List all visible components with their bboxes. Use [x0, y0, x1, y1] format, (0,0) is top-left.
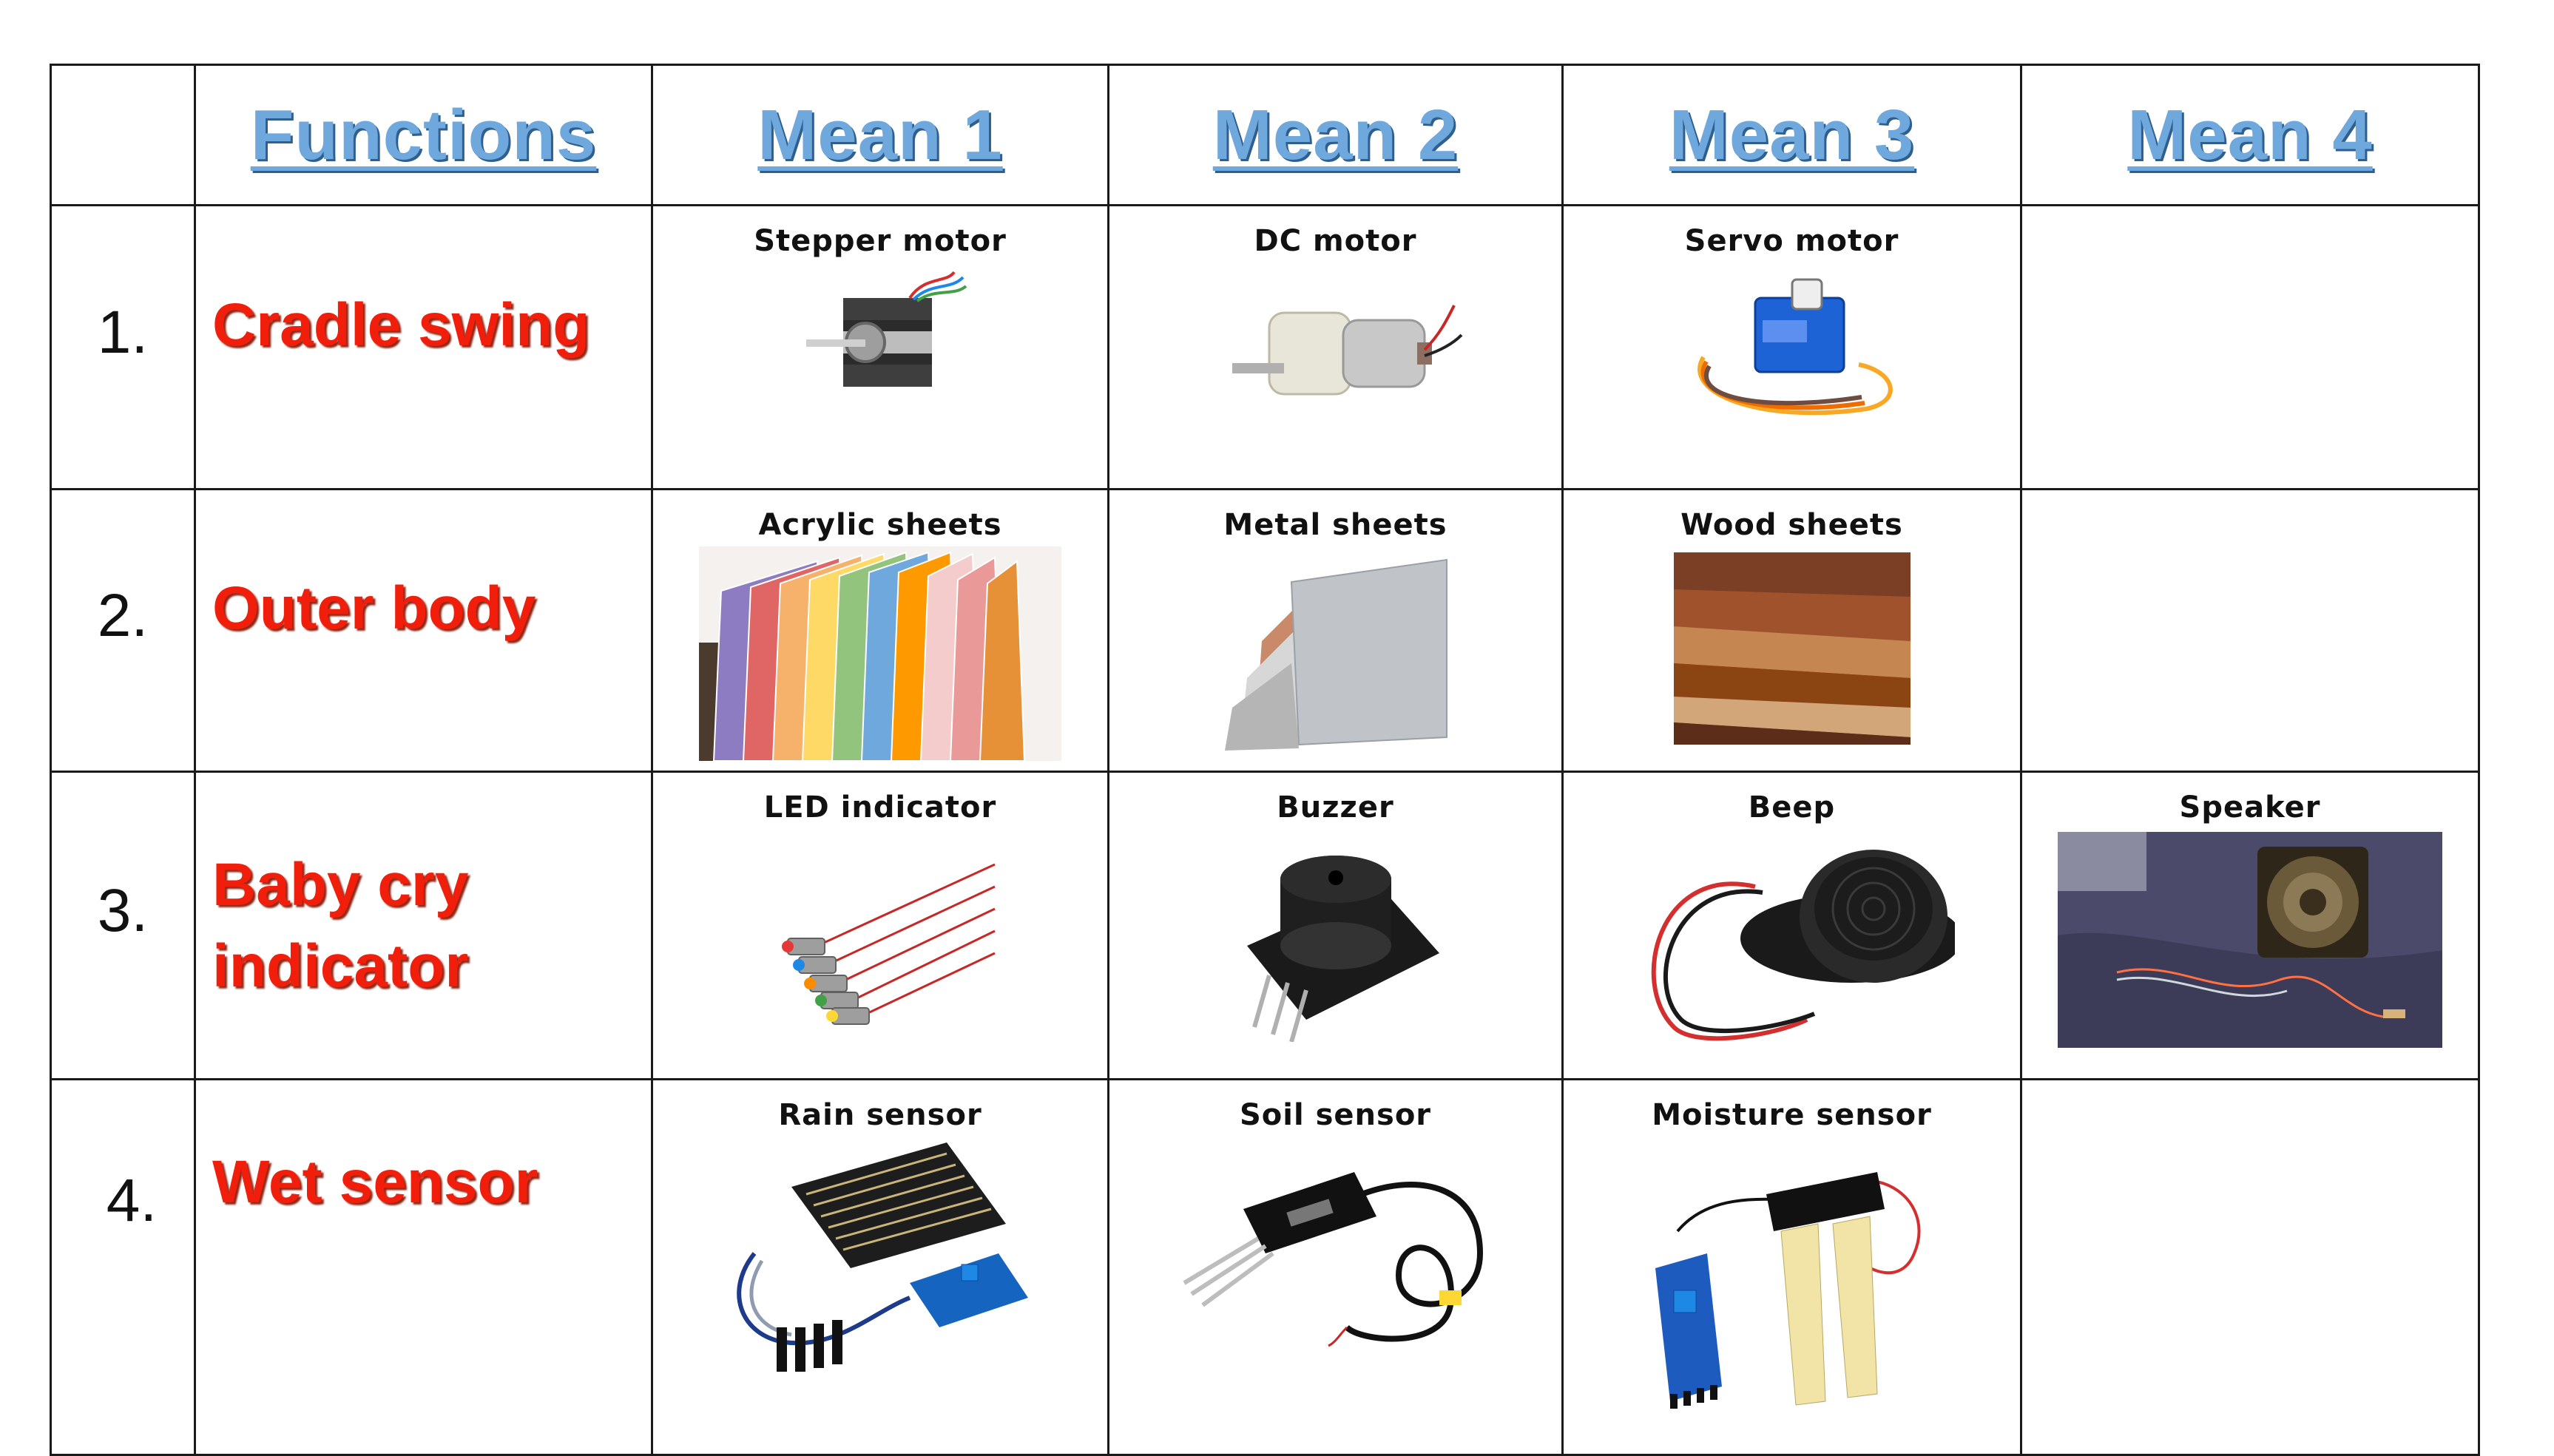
row-2-mean-3: Wood sheets — [1561, 488, 2022, 773]
row-1-mean-1-label: Stepper motor — [754, 224, 1007, 258]
row-3-mean-1: LED indicator — [651, 771, 1109, 1080]
header-mean-1-cell: Mean 1 — [651, 64, 1109, 206]
row-3-function-cell: Baby cry indicator — [194, 771, 653, 1080]
row-3-mean-3-label: Beep — [1748, 790, 1836, 824]
header-corner-cell — [50, 64, 196, 206]
table-row-2: 2. Outer body Acrylic sheets — [50, 488, 2480, 773]
header-mean-3: Mean 3 — [1669, 95, 1915, 175]
row-3-mean-2: Buzzer — [1107, 771, 1564, 1080]
moisture-sensor-photo — [1655, 1172, 1920, 1409]
acrylic-sheets-photo — [699, 546, 1061, 761]
buzzer-photo — [1246, 856, 1439, 1042]
row-4-mean-1-label: Rain sensor — [778, 1098, 982, 1132]
stepper-motor-photo — [806, 271, 967, 387]
row-4-number-cell: 4. — [50, 1078, 196, 1456]
row-3-number: 3. — [97, 876, 149, 944]
header-row: Functions Mean 1 Mean 2 Mean 3 Mean 4 — [50, 64, 2480, 206]
row-4-mean-3-label: Moisture sensor — [1652, 1098, 1932, 1132]
row-1-function-cell: Cradle swing — [194, 204, 653, 490]
row-4-mean-2-label: Soil sensor — [1239, 1098, 1432, 1132]
rain-sensor-photo — [737, 1142, 1028, 1372]
header-functions-cell: Functions — [194, 64, 653, 206]
row-3-number-cell: 3. — [50, 771, 196, 1080]
row-2-function-cell: Outer body — [194, 488, 653, 773]
row-4-mean-1: Rain sensor — [651, 1078, 1109, 1456]
speaker-photo — [2058, 832, 2442, 1048]
row-1-mean-1: Stepper motor — [651, 204, 1109, 490]
row-3-mean-1-label: LED indicator — [763, 790, 997, 824]
wood-sheets-photo — [1673, 552, 1911, 745]
header-mean-2-cell: Mean 2 — [1107, 64, 1564, 206]
row-1-mean-2-label: DC motor — [1254, 224, 1417, 258]
row-2-mean-2-label: Metal sheets — [1223, 508, 1447, 542]
row-1-number: 1. — [97, 298, 149, 366]
led-indicator-photo — [782, 863, 996, 1025]
table-row-4: 4. Wet sensor Rain sensor — [50, 1078, 2480, 1456]
row-4-number: 4. — [106, 1166, 158, 1234]
row-4-function-cell: Wet sensor — [194, 1078, 653, 1456]
row-1-mean-2: DC motor — [1107, 204, 1564, 490]
row-2-function: Outer body — [212, 574, 536, 642]
table-row-1: 1. Cradle swing Stepper motor DC motor — [50, 204, 2480, 490]
beep-photo — [1651, 850, 1955, 1041]
row-1-mean-3-label: Servo motor — [1684, 224, 1899, 258]
row-2-mean-2: Metal sheets — [1107, 488, 1564, 773]
row-4-mean-4 — [2020, 1078, 2480, 1456]
row-3-mean-3: Beep — [1561, 771, 2022, 1080]
row-4-mean-2: Soil sensor — [1107, 1078, 1564, 1456]
servo-motor-photo — [1697, 278, 1893, 416]
row-4-mean-3: Moisture sensor — [1561, 1078, 2022, 1456]
row-3-mean-4: Speaker — [2020, 771, 2480, 1080]
header-mean-1: Mean 1 — [757, 95, 1003, 175]
header-mean-4: Mean 4 — [2127, 95, 2373, 175]
row-1-mean-4 — [2020, 204, 2480, 490]
header-mean-2: Mean 2 — [1212, 95, 1459, 175]
row-3-mean-4-label: Speaker — [2179, 790, 2321, 824]
row-4-function: Wet sensor — [212, 1148, 538, 1216]
table-row-3: 3. Baby cry indicator LED indicator — [50, 771, 2480, 1080]
row-1-mean-3: Servo motor — [1561, 204, 2022, 490]
morphological-chart-table: Functions Mean 1 Mean 2 Mean 3 Mean 4 1.… — [50, 64, 2480, 1456]
dc-motor-photo — [1232, 305, 1462, 396]
row-3-mean-2-label: Buzzer — [1277, 790, 1394, 824]
row-2-number: 2. — [97, 581, 149, 649]
row-2-mean-1: Acrylic sheets — [651, 488, 1109, 773]
row-2-mean-3-label: Wood sheets — [1680, 508, 1903, 542]
metal-sheets-photo — [1224, 558, 1447, 751]
row-1-number-cell: 1. — [50, 204, 196, 490]
row-3-function: Baby cry indicator — [212, 850, 469, 1000]
header-mean-4-cell: Mean 4 — [2020, 64, 2480, 206]
header-mean-3-cell: Mean 3 — [1561, 64, 2022, 206]
row-1-function: Cradle swing — [212, 291, 590, 359]
header-functions: Functions — [250, 95, 597, 175]
soil-sensor-photo — [1182, 1172, 1483, 1347]
row-2-mean-1-label: Acrylic sheets — [758, 508, 1002, 542]
row-2-mean-4 — [2020, 488, 2480, 773]
row-2-number-cell: 2. — [50, 488, 196, 773]
